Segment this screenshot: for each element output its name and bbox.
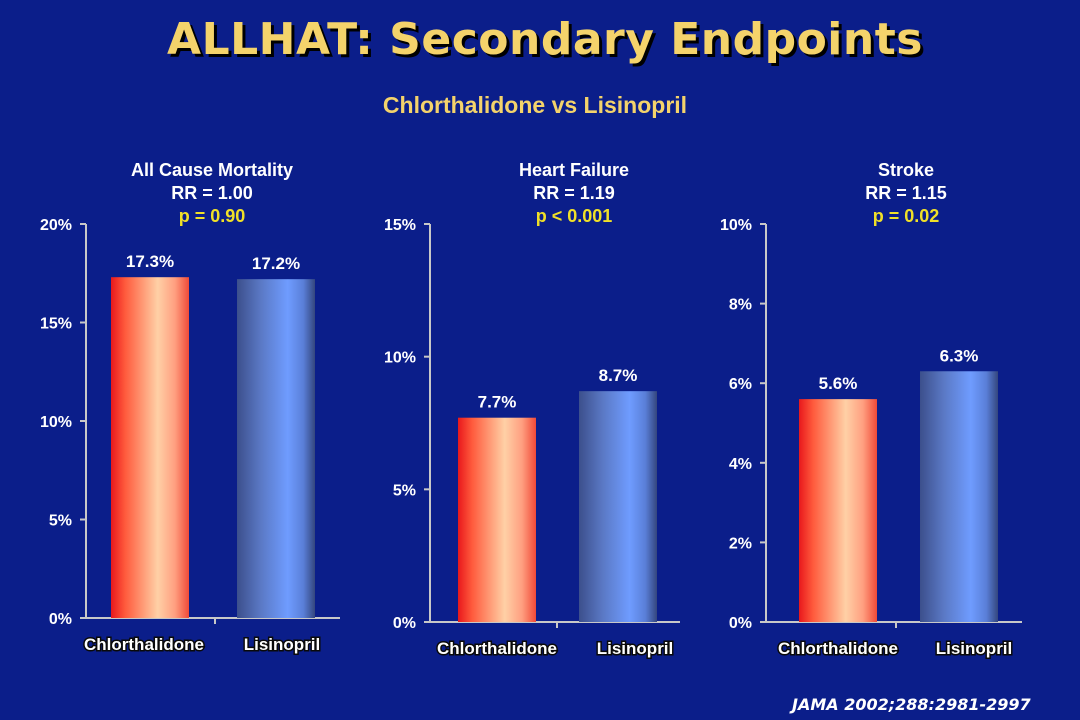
y-tick-label: 15% <box>384 217 416 234</box>
category-label: Chlorthalidone <box>437 639 557 658</box>
y-tick-label: 0% <box>393 615 416 632</box>
slide-title: ALLHAT: Secondary Endpoints <box>167 14 923 65</box>
category-label-shadow: Lisinopril <box>599 641 676 660</box>
category-label-shadow: Chlorthalidone <box>439 641 559 660</box>
relative-risk: RR = 1.00 <box>171 183 253 203</box>
source-citation: JAMA 2002;288:2981-2997 <box>792 695 1031 714</box>
y-tick-label: 20% <box>40 217 72 234</box>
category-label: Lisinopril <box>244 635 321 654</box>
bar-chlorthalidone <box>458 417 536 622</box>
bar-chlorthalidone <box>799 399 877 622</box>
bar-value-label: 6.3% <box>940 346 979 365</box>
p-value: p = 0.90 <box>178 206 246 226</box>
bar-lisinopril <box>237 279 315 618</box>
y-tick-label: 6% <box>729 376 752 393</box>
y-tick-label: 10% <box>384 350 416 367</box>
y-tick-label: 4% <box>729 456 752 473</box>
bar-value-label: 17.3% <box>126 252 174 271</box>
bar-lisinopril <box>579 391 657 622</box>
y-tick-label: 10% <box>720 217 752 234</box>
p-value: p < 0.001 <box>535 206 613 226</box>
category-label-shadow: Chlorthalidone <box>86 637 206 656</box>
y-tick-label: 5% <box>393 482 416 499</box>
bar-value-label: 8.7% <box>599 366 638 385</box>
category-label-shadow: Chlorthalidone <box>780 641 900 660</box>
relative-risk: RR = 1.15 <box>865 183 947 203</box>
y-tick-label: 5% <box>49 513 72 530</box>
relative-risk: RR = 1.19 <box>533 183 615 203</box>
p-value: p = 0.02 <box>872 206 940 226</box>
bar-lisinopril <box>920 371 998 622</box>
category-label-shadow: Lisinopril <box>938 641 1015 660</box>
panel-header-heart-failure: Heart Failure RR = 1.19 p < 0.001 <box>444 159 704 228</box>
y-tick-label: 2% <box>729 535 752 552</box>
y-tick-label: 8% <box>729 297 752 314</box>
panel-header-mortality: All Cause Mortality RR = 1.00 p = 0.90 <box>82 159 342 228</box>
bar-value-label: 5.6% <box>819 374 858 393</box>
panel-title: All Cause Mortality <box>130 160 294 180</box>
category-label-shadow: Lisinopril <box>246 637 323 656</box>
category-label: Lisinopril <box>597 639 674 658</box>
bar-value-label: 17.2% <box>252 254 300 273</box>
y-tick-label: 15% <box>40 316 72 333</box>
y-tick-label: 0% <box>729 615 752 632</box>
y-tick-label: 10% <box>40 414 72 431</box>
panel-title: Stroke <box>877 160 935 180</box>
category-label: Lisinopril <box>936 639 1013 658</box>
bar-value-label: 7.7% <box>478 393 517 412</box>
y-tick-label: 0% <box>49 611 72 628</box>
panel-title: Heart Failure <box>518 160 630 180</box>
category-label: Chlorthalidone <box>778 639 898 658</box>
panel-header-stroke: Stroke RR = 1.15 p = 0.02 <box>776 159 1036 228</box>
slide-subtitle: Chlorthalidone vs Lisinopril <box>382 92 688 118</box>
bar-chlorthalidone <box>111 277 189 618</box>
category-label: Chlorthalidone <box>84 635 204 654</box>
